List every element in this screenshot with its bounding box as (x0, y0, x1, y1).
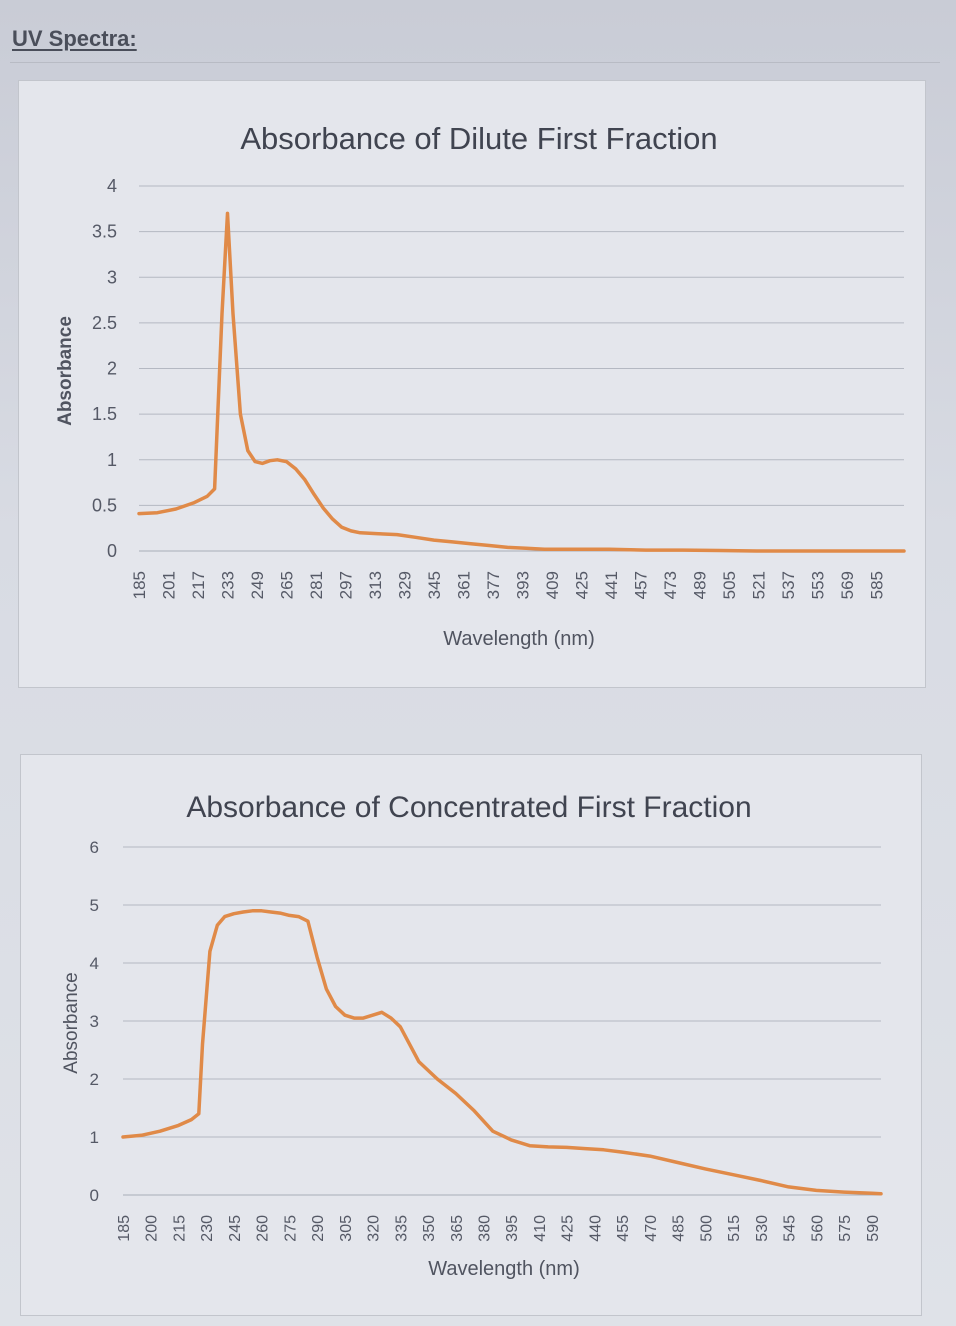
y-tick-label: 3 (90, 1012, 99, 1031)
x-tick-label: 500 (698, 1215, 715, 1242)
chart-title: Absorbance of Concentrated First Fractio… (186, 791, 751, 824)
x-tick-label: 265 (277, 571, 296, 599)
x-tick-label: 365 (449, 1215, 466, 1242)
y-tick-label: 1 (107, 450, 117, 470)
y-axis-label: Absorbance (55, 316, 76, 426)
absorbance-series-line (137, 211, 906, 553)
x-tick-label: 297 (336, 571, 355, 599)
x-tick-label: 200 (144, 1215, 161, 1242)
x-tick-label: 560 (809, 1215, 826, 1242)
x-tick-label: 395 (504, 1215, 521, 1242)
y-tick-label: 5 (90, 896, 99, 915)
x-tick-label: 470 (643, 1215, 660, 1242)
x-tick-label: 335 (393, 1215, 410, 1242)
x-tick-label: 185 (130, 571, 149, 599)
x-tick-label: 350 (421, 1215, 438, 1242)
x-tick-label: 380 (477, 1215, 494, 1242)
x-tick-label: 215 (171, 1215, 188, 1242)
x-tick-label: 473 (661, 571, 680, 599)
x-axis-label: Wavelength (nm) (443, 628, 595, 650)
x-tick-label: 537 (779, 571, 798, 599)
concentrated-absorbance-chart: Absorbance of Concentrated First Fractio… (61, 791, 883, 1280)
x-tick-label: 201 (159, 571, 178, 599)
x-tick-label: 361 (454, 571, 473, 599)
y-tick-label: 4 (107, 176, 117, 196)
x-tick-label: 489 (690, 571, 709, 599)
x-tick-label: 425 (572, 571, 591, 599)
x-tick-label: 329 (395, 571, 414, 599)
x-tick-label: 275 (282, 1215, 299, 1242)
x-tick-label: 377 (484, 571, 503, 599)
chart-panel-concentrated: Absorbance of Concentrated First Fractio… (20, 754, 922, 1316)
y-tick-label: 2.5 (92, 313, 117, 333)
x-tick-label: 455 (615, 1215, 632, 1242)
dilute-absorbance-chart: Absorbance of Dilute First Fraction Abso… (55, 121, 906, 650)
y-tick-label: 1 (90, 1128, 99, 1147)
y-axis-label: Absorbance (61, 972, 82, 1073)
y-tick-label: 0 (107, 541, 117, 561)
chart-title: Absorbance of Dilute First Fraction (240, 121, 717, 156)
x-tick-label: 575 (837, 1215, 854, 1242)
y-tick-label: 0.5 (92, 495, 117, 515)
y-tick-label: 0 (90, 1186, 99, 1205)
x-tick-label: 345 (425, 571, 444, 599)
absorbance-series-line (121, 909, 883, 1196)
x-tick-label: 233 (218, 571, 237, 599)
x-tick-label: 457 (631, 571, 650, 599)
y-tick-label: 4 (90, 954, 99, 973)
x-tick-label: 249 (248, 571, 267, 599)
y-tick-label: 3 (107, 267, 117, 287)
x-tick-label: 290 (310, 1215, 327, 1242)
x-tick-label: 409 (543, 571, 562, 599)
x-tick-label: 313 (366, 571, 385, 599)
x-axis-label: Wavelength (nm) (428, 1258, 580, 1280)
x-tick-label: 441 (602, 571, 621, 599)
x-tick-label: 185 (116, 1215, 133, 1242)
x-tick-label: 305 (338, 1215, 355, 1242)
x-tick-label: 217 (189, 571, 208, 599)
x-tick-label: 485 (671, 1215, 688, 1242)
x-tick-label: 505 (720, 571, 739, 599)
y-tick-label: 3.5 (92, 222, 117, 242)
x-tick-label: 585 (867, 571, 886, 599)
x-tick-label: 260 (255, 1215, 272, 1242)
x-tick-label: 553 (808, 571, 827, 599)
x-tick-label: 590 (865, 1215, 882, 1242)
chart-panel-dilute: Absorbance of Dilute First Fraction Abso… (18, 80, 926, 688)
x-tick-label: 521 (749, 571, 768, 599)
heading-divider (10, 62, 940, 63)
x-tick-label: 425 (560, 1215, 577, 1242)
x-tick-label: 230 (199, 1215, 216, 1242)
y-tick-label: 2 (107, 359, 117, 379)
x-tick-label: 569 (838, 571, 857, 599)
x-tick-label: 545 (782, 1215, 799, 1242)
x-tick-label: 530 (754, 1215, 771, 1242)
page-heading: UV Spectra: (12, 26, 137, 51)
x-tick-label: 245 (227, 1215, 244, 1242)
y-tick-label: 6 (90, 838, 99, 857)
y-tick-label: 1.5 (92, 404, 117, 424)
y-tick-label: 2 (90, 1070, 99, 1089)
x-tick-label: 410 (532, 1215, 549, 1242)
x-tick-label: 515 (726, 1215, 743, 1242)
x-tick-label: 320 (366, 1215, 383, 1242)
x-tick-label: 440 (587, 1215, 604, 1242)
x-tick-label: 281 (307, 571, 326, 599)
x-tick-label: 393 (513, 571, 532, 599)
